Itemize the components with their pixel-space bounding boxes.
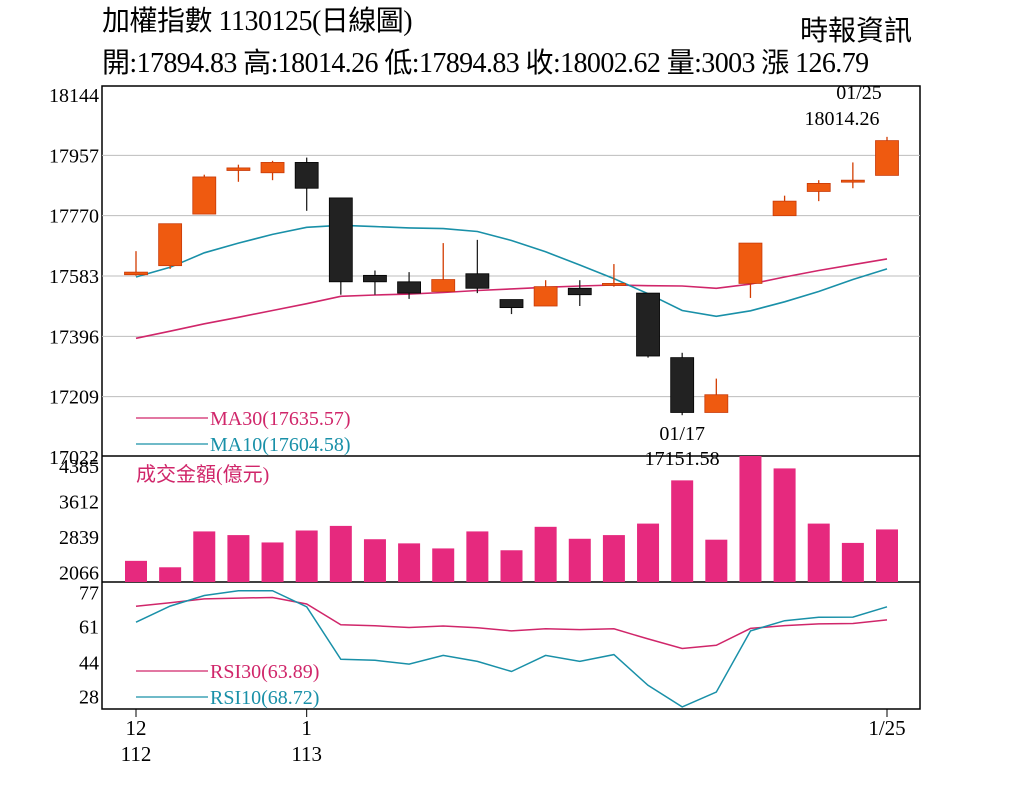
source-label: 時報資訊: [800, 16, 913, 47]
ma-line: [135, 258, 888, 340]
candle-body: [363, 274, 387, 283]
legend-label: RSI10(68.72): [210, 687, 319, 709]
volume-bar: [295, 530, 318, 582]
candle-body: [192, 176, 217, 215]
y-tick-label: 4385: [59, 456, 99, 478]
volume-bar: [705, 539, 728, 582]
x-tick-label: 12: [126, 716, 147, 740]
y-tick-label: 2066: [59, 563, 99, 585]
candle-body: [806, 183, 831, 192]
x-tick-label: 1/25: [868, 716, 905, 740]
volume-bar: [637, 523, 660, 582]
y-tick-label: 17583: [49, 266, 99, 288]
y-tick-label: 17396: [49, 326, 99, 348]
y-tick-label: 17022: [49, 447, 99, 469]
volume-bar: [671, 480, 694, 582]
y-tick-label: 44: [79, 652, 99, 674]
volume-bar: [193, 531, 216, 582]
chart-frame: [101, 85, 921, 710]
candle-body: [772, 200, 797, 217]
volume-bar: [398, 543, 421, 582]
volume-bar: [466, 531, 489, 582]
candle-body: [226, 167, 251, 171]
volume-bar: [739, 456, 762, 582]
candle-body: [431, 279, 456, 292]
volume-bar: [500, 550, 523, 582]
y-tick-label: 2839: [59, 527, 99, 549]
candle-body: [875, 140, 899, 176]
volume-bar: [807, 523, 830, 582]
y-tick-label: 17770: [49, 206, 99, 228]
volume-title: 成交金額(億元): [136, 463, 269, 486]
volume-bar: [261, 542, 284, 582]
legend-label: MA10(17604.58): [210, 434, 351, 456]
y-tick-label: 18144: [49, 85, 99, 107]
x-tick-label: 1: [301, 716, 312, 740]
volume-bar: [227, 535, 250, 582]
high-value-label: 18014.26: [805, 108, 880, 130]
candle-body: [499, 299, 524, 309]
volume-bar: [534, 526, 557, 582]
volume-bar: [125, 560, 147, 582]
candle-body: [533, 286, 558, 307]
candle-body: [124, 271, 148, 276]
volume-bar: [568, 538, 591, 582]
candle-body: [294, 162, 319, 189]
low-date-label: 01/17: [659, 423, 705, 445]
ohlc-stats: 開:17894.83 高:18014.26 低:17894.83 收:18002…: [102, 48, 869, 79]
x-tick-year-label: 112: [121, 742, 152, 766]
y-tick-label: 17957: [49, 145, 99, 167]
y-tick-label: 61: [79, 616, 99, 638]
volume-bar: [876, 529, 898, 582]
candle-body: [840, 179, 865, 183]
volume-bar: [773, 468, 796, 582]
y-tick-label: 3612: [59, 491, 99, 513]
high-date-label: 01/25: [836, 82, 882, 104]
x-tick-year-label: 113: [291, 742, 322, 766]
candle-body: [704, 394, 729, 413]
legend-label: RSI30(63.89): [210, 661, 319, 683]
candle-body: [602, 283, 626, 286]
candle-body: [397, 281, 421, 294]
candle-body: [738, 242, 763, 284]
candle-body: [158, 223, 183, 267]
candle-body: [328, 197, 353, 283]
volume-bar: [329, 525, 352, 582]
low-value-label: 17151.58: [645, 448, 720, 470]
volume-bar: [159, 567, 182, 582]
candle-body: [670, 357, 695, 413]
candle-body: [567, 287, 592, 296]
y-tick-label: 17209: [49, 387, 99, 409]
candle-body: [636, 292, 660, 357]
candle-body: [260, 162, 285, 174]
candle-body: [465, 273, 490, 289]
volume-bar: [363, 539, 386, 582]
rsi-line: [135, 589, 888, 708]
ma-line: [135, 224, 888, 318]
y-tick-label: 77: [79, 583, 99, 605]
volume-bar: [841, 542, 864, 582]
volume-bar: [432, 548, 455, 582]
legend-label: MA30(17635.57): [210, 408, 351, 430]
volume-bar: [602, 535, 625, 582]
y-tick-label: 28: [79, 686, 99, 708]
chart-title: 加權指數 1130125(日線圖): [102, 6, 413, 37]
